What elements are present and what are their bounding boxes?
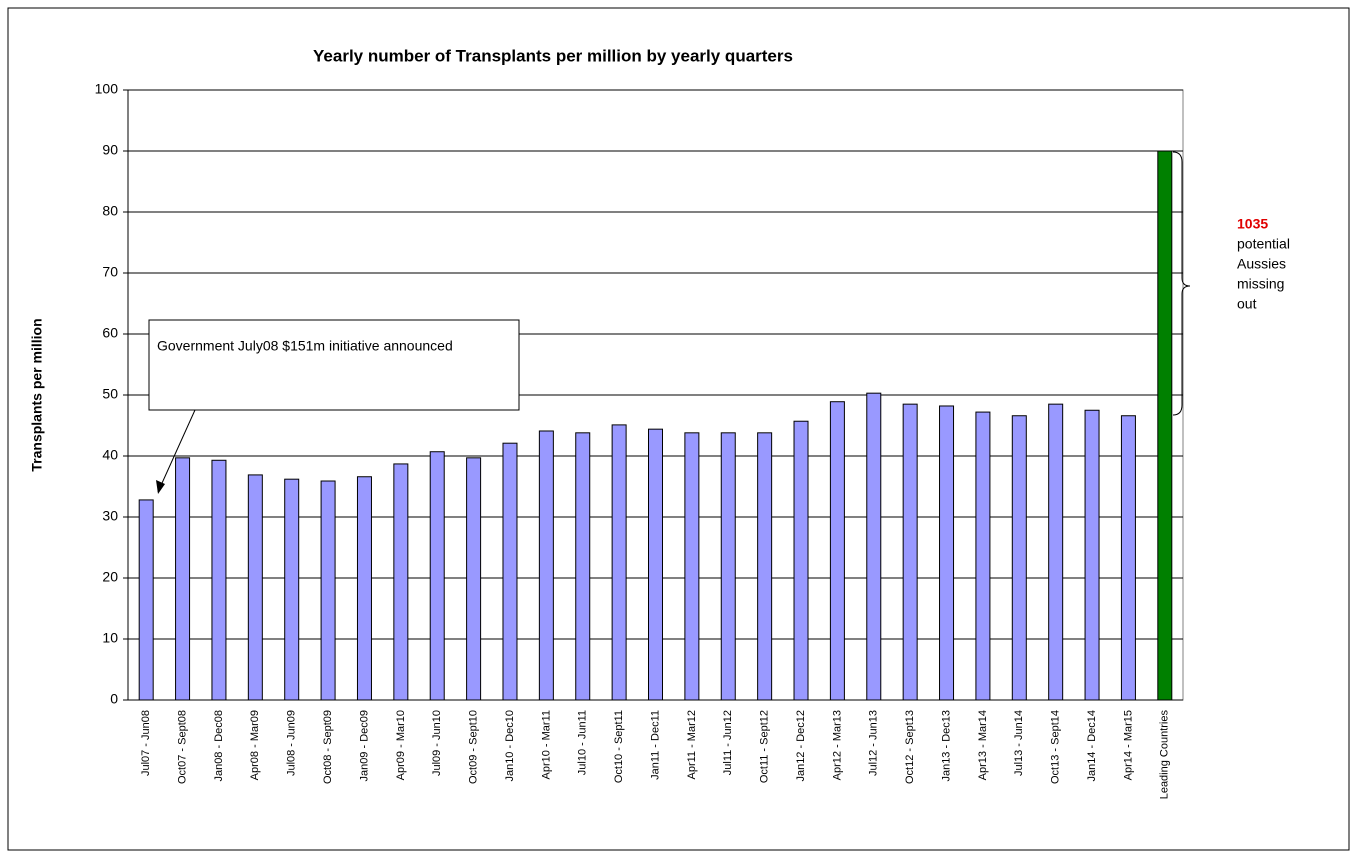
bar bbox=[684, 432, 700, 701]
annotation: potential bbox=[1237, 236, 1290, 252]
y-tick-label: 10 bbox=[102, 630, 118, 646]
x-tick-label: Jan09 - Dec09 bbox=[358, 710, 370, 782]
y-tick-label: 20 bbox=[102, 569, 118, 585]
x-tick-label: Oct09 - Sept10 bbox=[468, 710, 480, 784]
y-tick-label: 100 bbox=[95, 81, 119, 97]
bar bbox=[429, 451, 445, 701]
x-tick-label: Oct07 - Sept08 bbox=[176, 710, 188, 784]
x-tick-label: Apr10 - Mar11 bbox=[540, 710, 552, 780]
x-tick-label: Jul11 - Jun12 bbox=[722, 710, 734, 775]
bar bbox=[829, 401, 845, 701]
bar bbox=[1011, 415, 1027, 701]
x-tick-label: Apr14 - Mar15 bbox=[1122, 710, 1134, 780]
chart-title: Yearly number of Transplants per million… bbox=[313, 46, 793, 65]
x-tick-label: Jan08 - Dec08 bbox=[213, 710, 225, 782]
annotation: missing bbox=[1237, 276, 1284, 292]
annotation: Aussies bbox=[1237, 256, 1286, 272]
x-tick-label: Apr09 - Mar10 bbox=[395, 710, 407, 780]
bar bbox=[866, 392, 882, 701]
bar bbox=[648, 428, 663, 701]
y-tick-label: 80 bbox=[102, 203, 118, 219]
y-tick-label: 60 bbox=[102, 325, 118, 341]
annotation-box bbox=[148, 319, 520, 411]
annotation: 1035 bbox=[1237, 216, 1268, 232]
x-tick-label: Apr08 - Mar09 bbox=[249, 710, 261, 780]
x-tick-label: Apr11 - Mar12 bbox=[686, 710, 698, 780]
bar bbox=[284, 478, 300, 701]
bar bbox=[902, 403, 918, 701]
x-tick-label: Apr13 - Mar14 bbox=[977, 710, 989, 780]
y-axis-label: Transplants per million bbox=[29, 318, 45, 471]
bar bbox=[1157, 150, 1173, 701]
x-tick-label: Jul13 - Jun14 bbox=[1013, 710, 1025, 776]
bar bbox=[466, 457, 482, 701]
x-tick-label: Apr12 - Mar13 bbox=[831, 710, 843, 780]
bar bbox=[320, 480, 336, 701]
x-tick-label: Jan10 - Dec10 bbox=[504, 710, 516, 782]
bar bbox=[1048, 403, 1064, 701]
y-tick-label: 30 bbox=[102, 508, 118, 524]
annotation: Government July08 $151m initiative annou… bbox=[157, 338, 453, 354]
bar bbox=[138, 499, 154, 701]
x-tick-label: Jul12 - Jun13 bbox=[868, 710, 880, 776]
bar bbox=[975, 411, 991, 701]
x-tick-label: Jul08 - Jun09 bbox=[286, 710, 298, 776]
bar bbox=[175, 457, 191, 701]
bar bbox=[1084, 409, 1100, 701]
arrow bbox=[157, 409, 196, 493]
x-tick-label: Jan13 - Dec13 bbox=[940, 710, 952, 782]
bar bbox=[757, 432, 773, 701]
x-tick-label: Jul10 - Jun11 bbox=[577, 710, 589, 775]
x-tick-label: Jul07 - Jun08 bbox=[140, 710, 152, 776]
bar bbox=[393, 463, 409, 701]
bar bbox=[720, 432, 736, 701]
x-tick-label: Oct08 - Sept09 bbox=[322, 710, 334, 784]
x-tick-label: Jan11 - Dec11 bbox=[649, 710, 661, 780]
y-tick-label: 50 bbox=[102, 386, 118, 402]
bar bbox=[611, 424, 627, 701]
x-tick-label: Jan12 - Dec12 bbox=[795, 710, 807, 782]
annotation: out bbox=[1237, 296, 1257, 312]
bar bbox=[211, 459, 227, 701]
x-tick-label: Leading Countries bbox=[1159, 710, 1171, 800]
bar bbox=[356, 476, 372, 701]
bar bbox=[793, 420, 809, 701]
x-tick-label: Oct13 - Sept14 bbox=[1050, 710, 1062, 784]
x-tick-label: Jul09 - Jun10 bbox=[431, 710, 443, 776]
y-tick-label: 90 bbox=[102, 142, 118, 158]
bar bbox=[1120, 415, 1136, 701]
brace bbox=[1172, 151, 1191, 416]
x-tick-label: Jan14 - Dec14 bbox=[1086, 710, 1098, 782]
bar bbox=[939, 405, 955, 701]
x-tick-label: Oct11 - Sept12 bbox=[759, 710, 771, 783]
bar bbox=[538, 430, 554, 701]
bar bbox=[247, 474, 263, 701]
y-tick-label: 70 bbox=[102, 264, 118, 280]
y-tick-label: 40 bbox=[102, 447, 118, 463]
bar bbox=[502, 442, 518, 701]
y-tick-label: 0 bbox=[110, 691, 118, 707]
bar bbox=[575, 432, 591, 701]
arrowhead bbox=[156, 480, 165, 494]
x-tick-label: Oct12 - Sept13 bbox=[904, 710, 916, 784]
x-tick-label: Oct10 - Sept11 bbox=[613, 710, 625, 783]
